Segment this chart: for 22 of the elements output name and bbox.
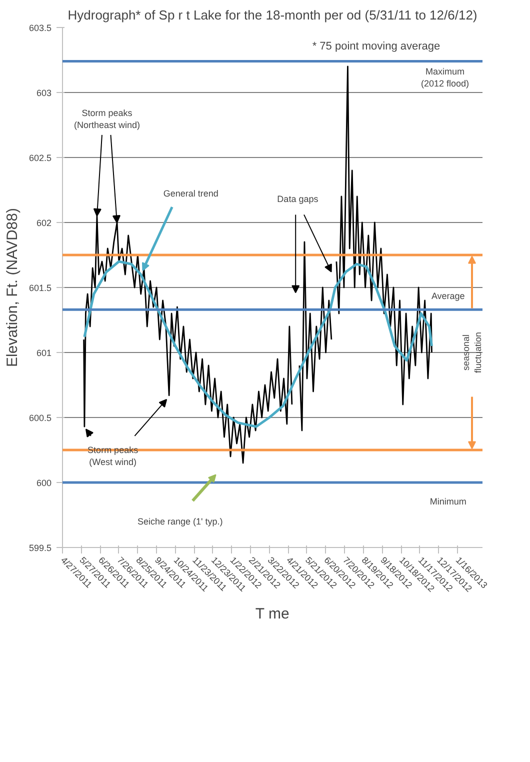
annotation: seasonal fluctuation <box>461 332 483 374</box>
y-tick-label: 600.5 <box>28 413 52 423</box>
annotation: General trend <box>163 188 218 198</box>
y-tick-label: 599.5 <box>28 543 52 553</box>
y-tick-label: 603 <box>36 88 52 98</box>
x-axis-title: T me <box>255 605 290 622</box>
chart-title: Hydrograph* of Sp r t Lake for the 18-month per od (5/31/11 to 12/6/12) <box>68 8 478 22</box>
ref-line-label: Minimum <box>430 496 466 506</box>
annotation: Storm peaks (West wind) <box>88 445 139 468</box>
ref-line-label: Average <box>431 291 465 302</box>
y-tick-label: 603.5 <box>28 23 52 33</box>
annotation: Data gaps <box>277 194 319 204</box>
y-tick-label: 601 <box>36 348 52 358</box>
y-axis-title: Elevation, Ft. (NAVD88) <box>4 208 21 367</box>
y-tick-label: 602.5 <box>28 153 52 163</box>
text: * 75 point moving average <box>312 40 440 52</box>
annotation: Storm peaks (Northeast wind) <box>74 108 140 130</box>
y-tick-label: 600 <box>36 478 52 488</box>
ref-line-label: Maximum (2012 flood) <box>420 66 470 89</box>
annotation: Seiche range (1' typ.) <box>137 516 223 526</box>
y-tick-label: 601.5 <box>28 283 52 293</box>
y-tick-label: 602 <box>36 218 52 228</box>
